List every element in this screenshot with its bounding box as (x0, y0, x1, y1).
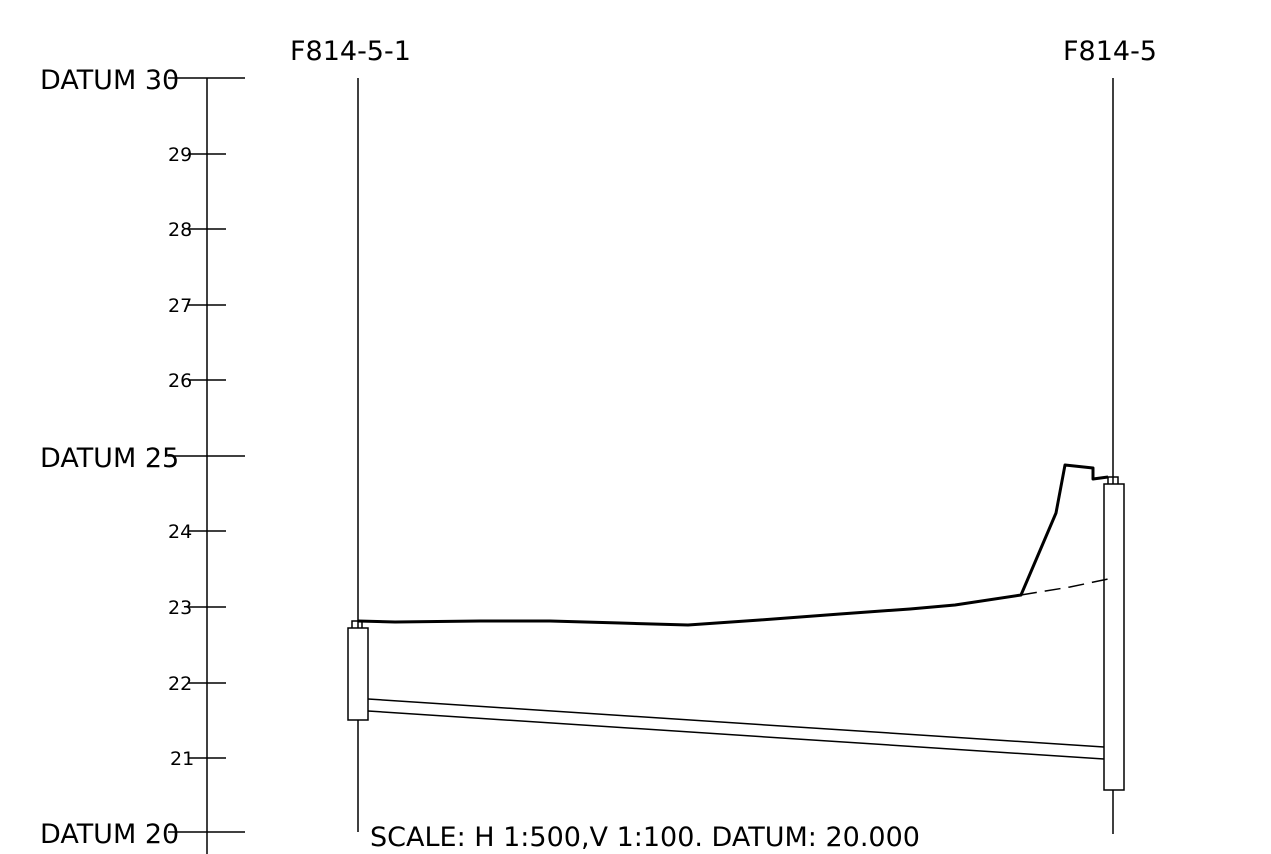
pipe-crown (367, 698, 1105, 748)
upstream-manhole-chamber (347, 627, 369, 721)
ground-profile-line (357, 463, 1109, 627)
tick-label-29: 29 (168, 144, 192, 166)
tick-label-21: 21 (170, 748, 194, 770)
tick-label-27: 27 (168, 295, 192, 317)
downstream-manhole-label: F814-5 (1063, 36, 1157, 67)
downstream-manhole-cover (1107, 476, 1119, 484)
upstream-manhole-label: F814-5-1 (290, 36, 411, 67)
tick-label-22: 22 (168, 673, 192, 695)
datum-label-20: DATUM 20 (40, 819, 179, 850)
datum-label-30: DATUM 30 (40, 65, 179, 96)
tick-label-28: 28 (168, 219, 192, 241)
tick-label-23: 23 (168, 597, 192, 619)
scale-note: SCALE: H 1:500,V 1:100. DATUM: 20.000 (370, 822, 920, 853)
ground-profile-dashed (1020, 577, 1114, 596)
downstream-manhole-chamber (1103, 483, 1125, 791)
upstream-manhole-cover (351, 620, 363, 628)
pipe-invert (367, 710, 1105, 760)
datum-label-25: DATUM 25 (40, 443, 179, 474)
tick-label-24: 24 (168, 521, 192, 543)
tick-label-26: 26 (168, 370, 192, 392)
elevation-axis (168, 77, 245, 854)
